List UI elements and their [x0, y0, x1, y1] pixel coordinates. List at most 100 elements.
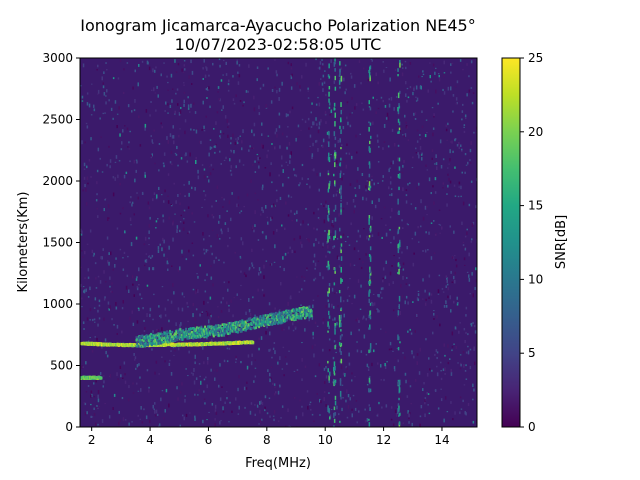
noise-cell [346, 201, 348, 205]
noise-cell [325, 255, 327, 258]
noise-cell [358, 328, 360, 332]
noise-cell [97, 407, 99, 410]
noise-cell [281, 405, 284, 408]
noise-cell [83, 402, 86, 404]
noise-cell [403, 159, 405, 164]
noise-cell [297, 319, 299, 323]
interference-cell [339, 77, 342, 83]
interference-cell [339, 61, 341, 66]
noise-cell [232, 133, 234, 138]
noise-cell [146, 284, 149, 287]
noise-cell [103, 375, 105, 377]
echo-point [166, 332, 169, 336]
noise-cell [188, 230, 191, 234]
noise-cell [130, 224, 132, 226]
noise-cell [336, 322, 338, 326]
interference-cell [340, 117, 342, 123]
noise-cell [127, 104, 130, 108]
noise-cell [203, 378, 206, 381]
noise-cell [98, 299, 101, 303]
interference-cell [340, 243, 343, 247]
noise-cell [462, 103, 464, 106]
noise-cell [371, 200, 373, 204]
noise-cell [257, 288, 259, 292]
echo-point [297, 315, 300, 318]
noise-cell [97, 423, 99, 426]
noise-cell [433, 113, 435, 117]
noise-cell [409, 328, 411, 331]
noise-cell [276, 90, 278, 94]
noise-cell [120, 148, 123, 151]
noise-cell [121, 397, 124, 400]
noise-cell [405, 121, 407, 124]
noise-cell [96, 69, 98, 71]
noise-cell [195, 308, 198, 311]
echo-point [188, 333, 190, 336]
noise-cell [446, 139, 448, 141]
noise-cell [144, 171, 146, 176]
noise-cell [235, 397, 237, 401]
noise-cell [322, 74, 325, 78]
noise-cell [455, 103, 458, 105]
noise-cell [326, 241, 328, 244]
interference-cell [334, 204, 337, 210]
noise-cell [389, 271, 392, 276]
noise-cell [354, 205, 356, 208]
noise-cell [254, 413, 256, 416]
noise-cell [237, 204, 239, 207]
noise-cell [421, 157, 423, 161]
noise-cell [357, 279, 360, 283]
noise-cell [300, 241, 302, 245]
noise-cell [419, 146, 422, 150]
noise-cell [235, 361, 237, 363]
interference-cell [334, 217, 337, 222]
noise-cell [251, 147, 253, 150]
interference-cell [368, 69, 370, 74]
noise-cell [189, 111, 191, 113]
noise-cell [354, 194, 357, 197]
noise-cell [340, 170, 342, 174]
noise-cell [138, 267, 140, 272]
noise-cell [156, 328, 158, 331]
echo-point [258, 323, 261, 326]
noise-cell [262, 184, 264, 188]
noise-cell [459, 354, 462, 356]
noise-cell [144, 259, 147, 263]
noise-cell [368, 347, 370, 350]
interference-cell [340, 102, 342, 107]
noise-cell [311, 345, 314, 349]
noise-cell [338, 213, 340, 217]
noise-cell [428, 297, 430, 299]
noise-cell [115, 306, 118, 310]
noise-cell [116, 113, 119, 115]
echo-point [255, 316, 258, 319]
noise-cell [385, 232, 388, 237]
interference-cell [333, 173, 335, 177]
echo-point [197, 335, 200, 339]
interference-cell [369, 324, 371, 330]
interference-cell [398, 127, 401, 131]
noise-cell [89, 229, 92, 233]
noise-cell [96, 207, 98, 210]
interference-cell [333, 305, 335, 309]
echo-point [284, 319, 287, 322]
noise-cell [455, 97, 458, 101]
noise-cell [342, 372, 345, 376]
noise-cell [416, 97, 419, 101]
noise-cell [475, 267, 477, 271]
noise-cell [407, 96, 410, 99]
noise-cell [80, 85, 82, 87]
noise-cell [460, 364, 462, 367]
noise-cell [195, 377, 198, 380]
noise-cell [155, 409, 158, 414]
noise-cell [296, 210, 298, 215]
echo-point [230, 330, 233, 333]
noise-cell [228, 304, 230, 307]
noise-cell [322, 63, 324, 66]
noise-cell [426, 214, 428, 216]
noise-cell [167, 262, 169, 265]
noise-cell [321, 59, 323, 61]
noise-cell [202, 67, 204, 70]
noise-cell [148, 244, 150, 246]
echo-point [297, 309, 300, 312]
